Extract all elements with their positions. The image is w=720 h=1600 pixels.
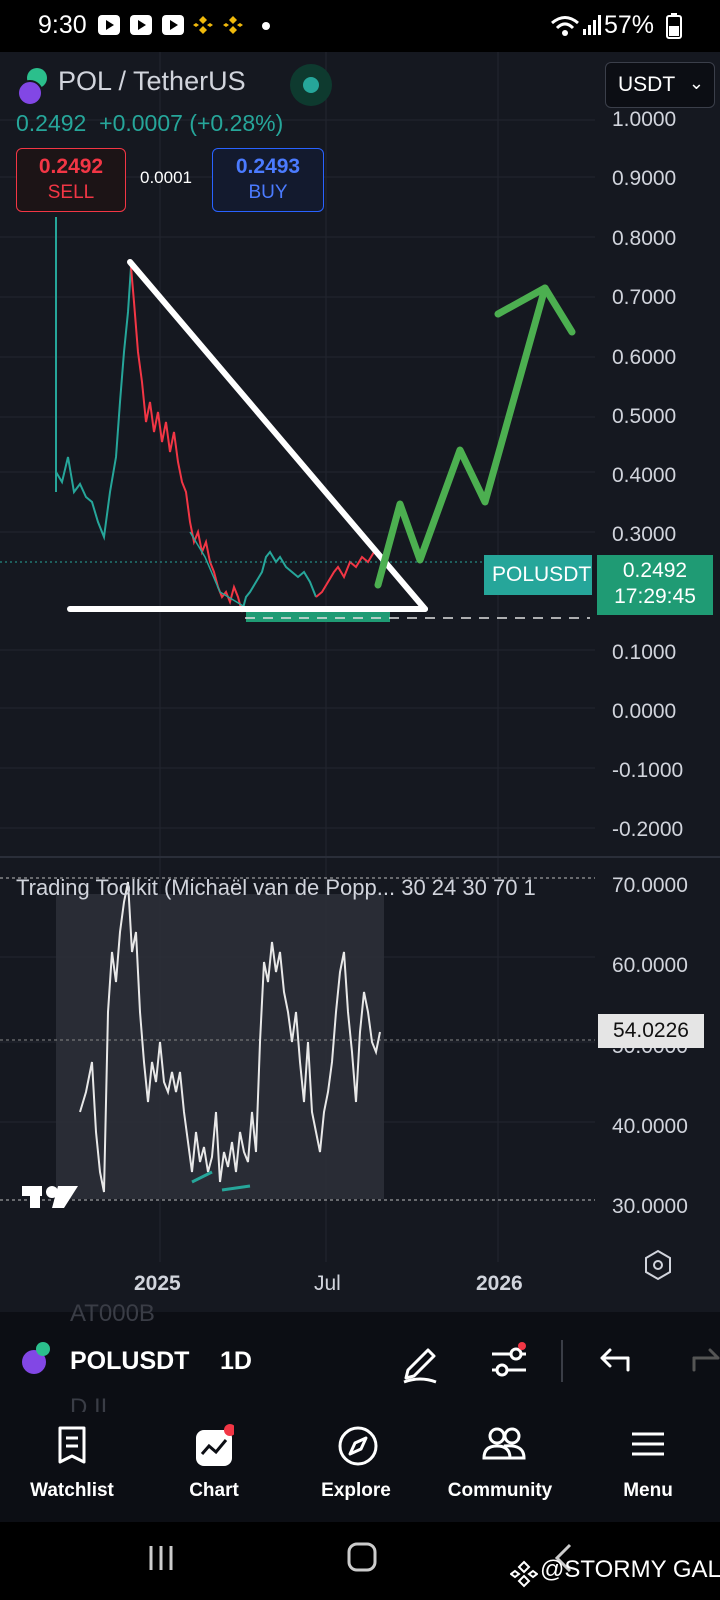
toolbar-divider: [561, 1340, 563, 1382]
spread-value: 0.0001: [140, 168, 192, 187]
nav-chart-label: Chart: [189, 1480, 239, 1501]
symbol-selector[interactable]: POLUSDT: [70, 1347, 190, 1375]
osc-axis-label: 70.0000: [612, 874, 688, 897]
rsi-band: [56, 894, 384, 1199]
undo-icon[interactable]: [598, 1346, 632, 1376]
price-axis-label: 0.7000: [612, 286, 677, 309]
price-change: +0.0007 (+0.28%): [99, 110, 284, 136]
price-axis-label: -0.1000: [612, 759, 684, 782]
symbol-title[interactable]: POL / TetherUS: [58, 66, 246, 96]
chevron-down-icon: ⌄: [688, 73, 704, 93]
battery-icon: [666, 13, 682, 39]
chart-canvas[interactable]: [0, 52, 720, 1312]
market-open-dot-icon: [303, 77, 319, 93]
watchlist-icon: [58, 1426, 86, 1464]
chart-tab-icon: [196, 1424, 234, 1466]
compass-icon: [338, 1426, 378, 1466]
tradingview-logo-icon: [22, 1186, 78, 1208]
price-axis-label: 0.5000: [612, 405, 677, 428]
price-axis-label: 0.3000: [612, 523, 677, 546]
osc-axis-label: 40.0000: [612, 1115, 688, 1138]
clock: 9:30: [38, 11, 87, 39]
chart-toolbar: [0, 1312, 720, 1412]
drawing-pen-icon[interactable]: [400, 1340, 440, 1384]
signal-icon: [583, 15, 601, 35]
sell-button[interactable]: 0.2492 SELL: [16, 148, 126, 212]
nav-menu-label: Menu: [623, 1480, 673, 1501]
chart-settings-icon[interactable]: [645, 1249, 671, 1281]
price-axis-label: 0.0000: [612, 700, 677, 723]
polygon-logo-icon: [17, 80, 43, 106]
time-axis-label: 2025: [134, 1272, 181, 1295]
time-axis-label: 2026: [476, 1272, 523, 1295]
price-axis-label: 0.8000: [612, 227, 677, 250]
youtube-icon: [162, 15, 184, 35]
symbol-tag-label: POLUSDT: [492, 563, 592, 586]
interval-selector[interactable]: 1D: [220, 1347, 252, 1375]
bar-countdown: 17:29:45: [614, 585, 696, 608]
osc-axis-label: 30.0000: [612, 1195, 688, 1218]
back-icon[interactable]: [552, 1542, 576, 1574]
binance-icon: [193, 16, 213, 34]
community-icon: [482, 1427, 526, 1460]
price-axis-label: 0.9000: [612, 167, 677, 190]
toolbar-ghost-text: AT000B: [70, 1300, 155, 1327]
price-axis-label: 0.6000: [612, 346, 677, 369]
nav-community-label: Community: [447, 1480, 553, 1501]
notification-dot: [262, 22, 270, 30]
buy-price: 0.2493: [235, 155, 301, 178]
price-axis-label: 0.1000: [612, 641, 677, 664]
projection-arrow[interactable]: [374, 284, 549, 589]
resistance-trendline[interactable]: [127, 259, 428, 612]
youtube-icon: [130, 15, 152, 35]
last-price-tag-value: 0.2492: [622, 559, 688, 582]
buy-label: BUY: [248, 182, 288, 203]
binance-icon: [510, 1560, 538, 1588]
last-price: 0.2492: [16, 110, 87, 136]
buy-button[interactable]: 0.2493 BUY: [212, 148, 324, 212]
indicator-title[interactable]: Trading Toolkit (Michaël van de Popp... …: [16, 875, 536, 900]
system-nav-bar: [0, 1522, 720, 1600]
recent-apps-icon[interactable]: [146, 1543, 176, 1573]
watermark: @STORMY GAL: [540, 1556, 720, 1583]
rsi-line: [79, 881, 381, 1193]
youtube-icon: [98, 15, 120, 35]
last-price-tag: 0.2492 17:29:45: [597, 555, 713, 615]
osc-axis-label: 60.0000: [612, 954, 688, 977]
quote-currency-label: USDT: [618, 73, 676, 96]
redo-icon[interactable]: [690, 1346, 720, 1376]
home-icon[interactable]: [346, 1541, 378, 1573]
time-axis-label: Jul: [314, 1272, 341, 1295]
rsi-divergence-2: [221, 1184, 251, 1192]
battery-level: 57%: [604, 11, 655, 39]
tether-logo-icon: [36, 1342, 50, 1356]
price-axis-label: 0.4000: [612, 464, 677, 487]
bottom-nav: [0, 1412, 720, 1522]
quote-currency-select[interactable]: USDT ⌄: [605, 62, 715, 108]
indicators-sliders-icon[interactable]: [488, 1342, 532, 1382]
binance-icon: [223, 16, 243, 34]
sell-price: 0.2492: [38, 155, 104, 178]
sell-label: SELL: [47, 182, 95, 203]
symbol-price-tag: POLUSDT: [484, 555, 592, 595]
status-bar: 9:30 57%: [0, 0, 720, 52]
chart-area[interactable]: [0, 52, 720, 1312]
price-axis-label: -0.2000: [612, 818, 684, 841]
nav-watchlist-label: Watchlist: [30, 1480, 114, 1501]
pane-divider[interactable]: [0, 856, 720, 858]
price-axis-label: 1.0000: [612, 108, 677, 131]
price-change-line: 0.2492 +0.0007 (+0.28%): [16, 110, 283, 137]
wifi-icon: [551, 16, 579, 36]
hamburger-menu-icon: [632, 1432, 664, 1456]
nav-explore-label: Explore: [321, 1480, 391, 1501]
osc-current-value: 54.0226: [598, 1014, 704, 1048]
projection-arrowhead: [494, 284, 576, 336]
rsi-divergence-1: [191, 1170, 213, 1184]
